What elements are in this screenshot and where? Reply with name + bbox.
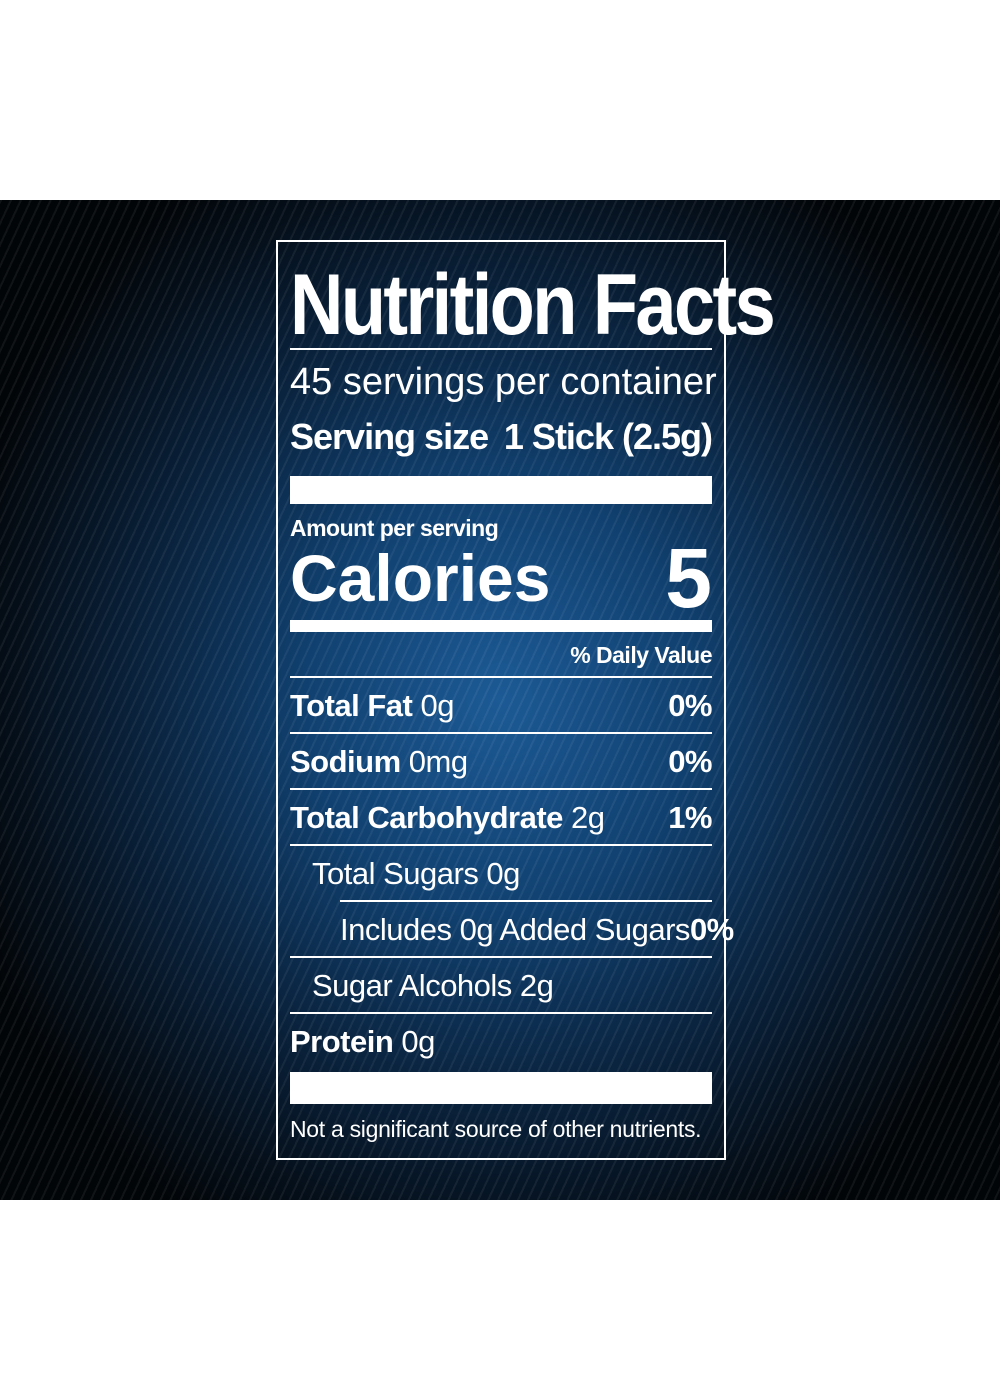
nutrient-label: Total Sugars 0g (312, 856, 520, 891)
servings-per-container: 45 servings per container (290, 361, 717, 403)
footnote: Not a significant source of other nutrie… (290, 1116, 702, 1142)
row-divider (290, 844, 712, 846)
daily-value-percent: 1% (668, 800, 712, 835)
nutrient-row-total-carbohydrate: Total Carbohydrate 2g 1% (290, 790, 712, 846)
calories-value: 5 (665, 531, 712, 625)
nutrient-label: Includes 0g Added Sugars (340, 912, 690, 947)
serving-size-value: 1 Stick (2.5g) (503, 416, 713, 457)
nutrient-label: Sugar Alcohols 2g (312, 968, 554, 1003)
label-background: Nutrition Facts 45 servings per containe… (0, 200, 1000, 1200)
nutrient-row-protein: Protein 0g (290, 1014, 712, 1070)
nutrition-facts-title: Nutrition Facts (290, 257, 776, 353)
thick-bar-top (290, 476, 712, 504)
thick-bar-bottom (290, 1072, 712, 1104)
row-divider (340, 900, 712, 902)
row-divider (290, 956, 712, 958)
nutrient-label: Sodium 0mg (290, 744, 468, 779)
nutrient-label: Protein 0g (290, 1024, 435, 1059)
daily-value-header: % Daily Value (570, 642, 712, 668)
nutrient-row-sodium: Sodium 0mg 0% (290, 734, 712, 790)
row-divider (290, 1012, 712, 1014)
daily-value-percent: 0% (668, 688, 712, 723)
nutrient-row-total-fat: Total Fat 0g 0% (290, 678, 712, 734)
row-divider (290, 732, 712, 734)
nutrient-label: Total Fat 0g (290, 688, 454, 723)
nutrient-row-sugar-alcohols: Sugar Alcohols 2g (290, 958, 712, 1014)
thick-bar-calories (290, 620, 712, 632)
nutrient-row-total-sugars: Total Sugars 0g (290, 846, 712, 902)
row-divider (290, 788, 712, 790)
nutrition-facts-panel: Nutrition Facts 45 servings per containe… (276, 240, 776, 1160)
serving-size-label: Serving size (290, 416, 489, 457)
daily-value-percent: 0% (689, 912, 734, 947)
nutrient-row-added-sugars: Includes 0g Added Sugars 0% (290, 902, 734, 958)
serving-size-row: Serving size 1 Stick (2.5g) (290, 414, 713, 460)
calories-row: Calories 5 (290, 531, 712, 625)
row-divider (290, 676, 712, 678)
amount-per-serving: Amount per serving (290, 515, 499, 541)
daily-value-percent: 0% (668, 744, 712, 779)
nutrient-label: Total Carbohydrate 2g (290, 800, 605, 835)
calories-label: Calories (290, 541, 551, 615)
title-divider (290, 348, 712, 350)
